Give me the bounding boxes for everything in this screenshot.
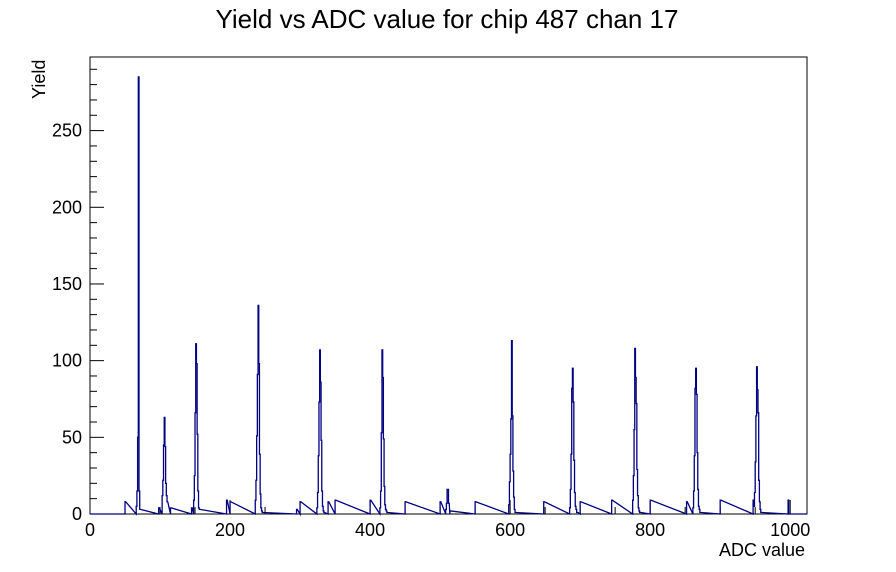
y-tick-label: 200 xyxy=(52,197,82,217)
y-tick-label: 50 xyxy=(62,427,82,447)
x-tick-label: 200 xyxy=(215,520,245,540)
x-axis-label: ADC value xyxy=(719,540,805,560)
x-tick-label: 1000 xyxy=(770,520,810,540)
x-tick-label: 0 xyxy=(85,520,95,540)
chart-title: Yield vs ADC value for chip 487 chan 17 xyxy=(216,4,679,34)
y-axis: 0 50 100 150 200 250 xyxy=(52,68,104,524)
x-axis: 0 200 400 600 800 1000 xyxy=(85,500,810,540)
y-tick-label: 250 xyxy=(52,121,82,141)
x-tick-label: 400 xyxy=(355,520,385,540)
y-tick-label: 150 xyxy=(52,274,82,294)
plot-frame xyxy=(89,56,808,515)
x-tick-label: 800 xyxy=(635,520,665,540)
y-axis-label: Yield xyxy=(29,60,49,99)
y-tick-label: 100 xyxy=(52,351,82,371)
y-tick-label: 0 xyxy=(72,504,82,524)
histogram-series-line xyxy=(90,76,807,517)
x-tick-label: 600 xyxy=(495,520,525,540)
